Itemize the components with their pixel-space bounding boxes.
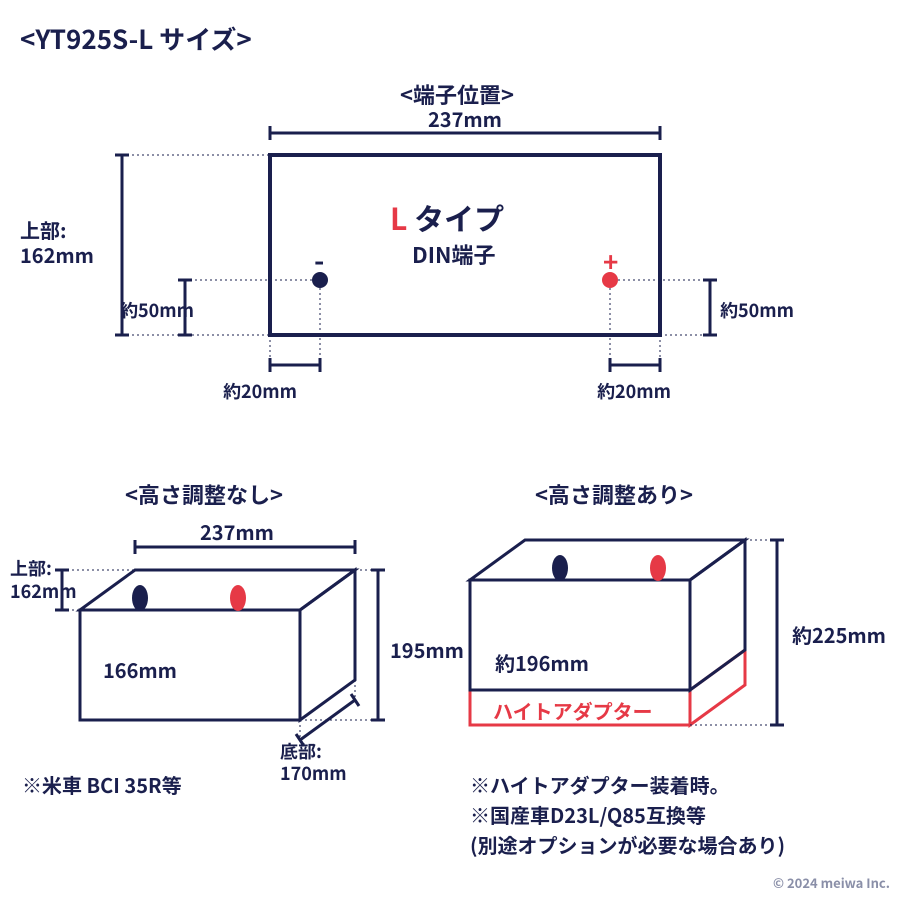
pos-symbol: + <box>603 243 618 280</box>
right-front-label: 約196mm <box>495 648 589 677</box>
offset-v-right: 約50mm <box>720 297 794 323</box>
type-rest: タイプ <box>407 195 504 239</box>
right-note-3: (別途オプションが必要な場合あり) <box>470 830 785 859</box>
height-label-2: 162mm <box>20 240 94 269</box>
copyright: © 2024 meiwa Inc. <box>773 873 890 892</box>
diagram-svg <box>0 0 900 900</box>
width-label: 237mm <box>428 104 502 133</box>
type-L: L <box>390 195 407 239</box>
right-side-height: 約225mm <box>792 620 886 649</box>
offset-v-left: 約50mm <box>120 297 194 323</box>
right-note-2: ※国産車D23L/Q85互換等 <box>470 800 706 829</box>
left-note: ※米車 BCI 35R等 <box>22 770 182 799</box>
right-note-1: ※ハイトアダプター装着時。 <box>470 770 730 799</box>
left-top-2: 162mm <box>10 578 77 604</box>
neg-symbol: - <box>314 240 324 280</box>
left-bottom-2: 170mm <box>280 760 347 786</box>
type-label: L タイプ <box>390 195 504 239</box>
right-box-header: <高さ調整あり> <box>535 478 693 510</box>
left-width-label: 237mm <box>200 517 274 546</box>
adapter-label: ハイトアダプター <box>493 696 653 725</box>
left-box-header: <高さ調整なし> <box>125 478 283 510</box>
left-front-height: 166mm <box>103 655 177 684</box>
offset-h-left: 約20mm <box>223 378 297 404</box>
left-side-height: 195mm <box>390 635 464 664</box>
din-label: DIN端子 <box>412 238 495 270</box>
offset-h-right: 約20mm <box>597 378 671 404</box>
